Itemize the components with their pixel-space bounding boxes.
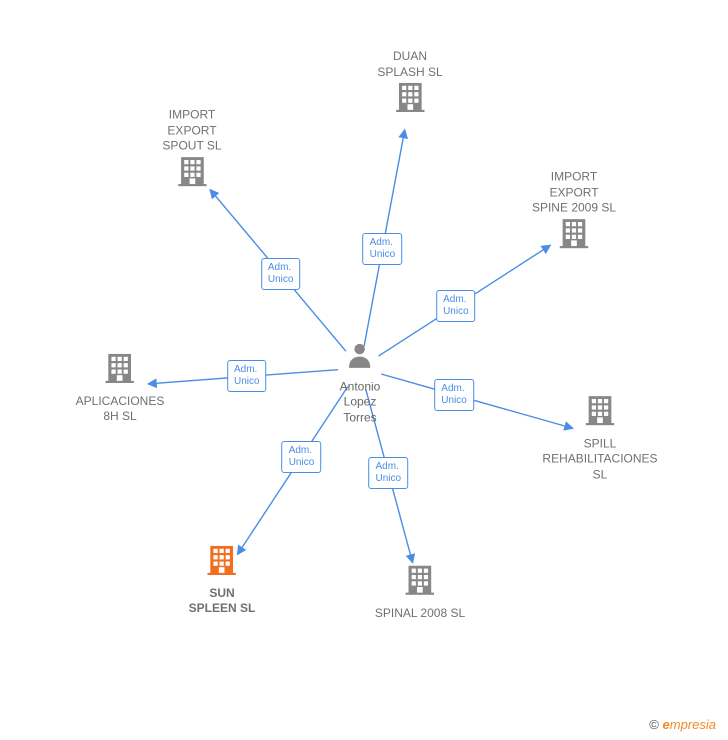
company-node-spout[interactable]: IMPORTEXPORTSPOUT SL [162,103,221,192]
company-node-aplic[interactable]: APLICACIONES8H SL [76,351,165,425]
company-node-spinal[interactable]: SPINAL 2008 SL [375,563,465,621]
company-node-sun[interactable]: SUNSPLEEN SL [189,543,256,617]
company-label: SUNSPLEEN SL [189,586,256,617]
edge-duan [364,130,405,347]
edge-label-spine: Adm.Unico [436,290,476,322]
center-label: AntonioLopezTorres [340,379,381,426]
company-node-spine[interactable]: IMPORTEXPORTSPINE 2009 SL [532,165,616,254]
copyright: © empresia [649,717,716,732]
edge-label-sun: Adm.Unico [282,441,322,473]
edge-spine [378,245,550,356]
edge-sun [237,386,348,554]
building-icon [583,393,617,427]
building-icon [403,563,437,597]
building-icon [205,543,239,577]
network-diagram: AntonioLopezTorres DUANSPLASH SL IMPORTEXP… [0,0,728,740]
company-node-duan[interactable]: DUANSPLASH SL [377,45,442,119]
edge-label-aplic: Adm.Unico [227,360,267,392]
building-icon [393,80,427,114]
edge-label-duan: Adm.Unico [363,233,403,265]
company-label: DUANSPLASH SL [377,49,442,80]
company-label: APLICACIONES8H SL [76,394,165,425]
brand-first-letter: e [663,717,670,732]
edge-aplic [148,370,338,384]
edge-spout [210,189,346,351]
company-node-spill[interactable]: SPILLREHABILITACIONES SL [536,393,664,482]
company-label: IMPORTEXPORTSPINE 2009 SL [532,169,616,216]
company-label: SPILLREHABILITACIONES SL [536,436,664,483]
center-person-node[interactable]: AntonioLopezTorres [340,340,381,425]
company-label: IMPORTEXPORTSPOUT SL [162,107,221,154]
copyright-symbol: © [649,717,659,732]
edge-label-spill: Adm.Unico [434,379,474,411]
building-icon [557,216,591,250]
brand-rest: mpresia [670,717,716,732]
building-icon [103,351,137,385]
person-icon [345,340,375,370]
edge-label-spinal: Adm.Unico [368,457,408,489]
edge-label-spout: Adm.Unico [261,258,301,290]
building-icon [175,154,209,188]
company-label: SPINAL 2008 SL [375,606,465,622]
